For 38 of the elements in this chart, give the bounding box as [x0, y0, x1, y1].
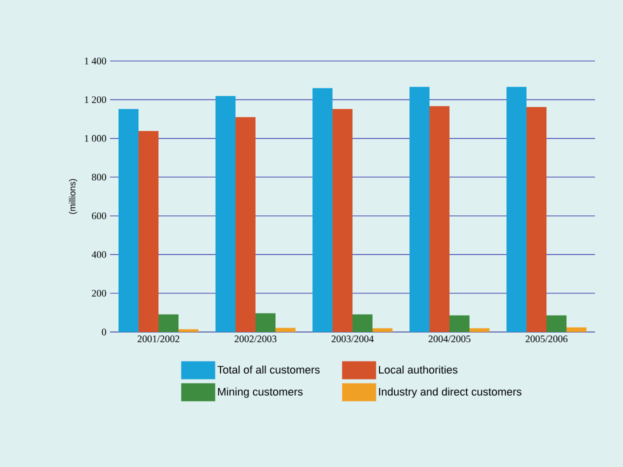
- y-tick-label: 200: [92, 290, 106, 297]
- bar: [178, 329, 199, 332]
- y-tick-label: 1 400: [84, 58, 106, 64]
- bar: [450, 315, 470, 332]
- x-tick-label: 2002/2003: [234, 336, 276, 342]
- bar: [566, 327, 587, 332]
- bar: [526, 107, 547, 332]
- y-tick-label: 600: [92, 212, 106, 220]
- x-tick-label: 2005/2006: [526, 336, 568, 342]
- bar: [410, 86, 430, 332]
- bar: [276, 328, 296, 332]
- legend-label: Industry and direct customers: [379, 388, 522, 398]
- bar: [506, 86, 527, 332]
- y-tick-label: 1 200: [84, 96, 106, 104]
- bar: [332, 108, 353, 332]
- y-tick-label: 0: [102, 328, 106, 336]
- x-tick-label: 2003/2004: [332, 336, 374, 342]
- bar: [352, 314, 373, 332]
- bar: [430, 106, 450, 332]
- bar: [138, 131, 159, 332]
- bar: [256, 313, 276, 332]
- bar: [546, 315, 567, 332]
- bar: [236, 117, 256, 332]
- bar: [118, 108, 139, 332]
- bar: [312, 88, 333, 332]
- legend-label: Local authorities: [378, 366, 458, 374]
- bar: [216, 96, 236, 332]
- y-tick-label: 1 000: [84, 135, 106, 142]
- x-tick-label: 2001/2002: [138, 336, 180, 342]
- bar: [470, 328, 490, 332]
- bar: [158, 314, 179, 332]
- y-tick-label: 400: [92, 251, 106, 258]
- y-axis-title: (millions): [68, 179, 78, 214]
- x-tick-label: 2004/2005: [428, 336, 470, 342]
- legend-label: Mining customers: [218, 388, 303, 398]
- y-tick-label: 800: [92, 174, 106, 180]
- bar: [372, 328, 393, 332]
- legend-label: Total of all customers: [217, 366, 320, 374]
